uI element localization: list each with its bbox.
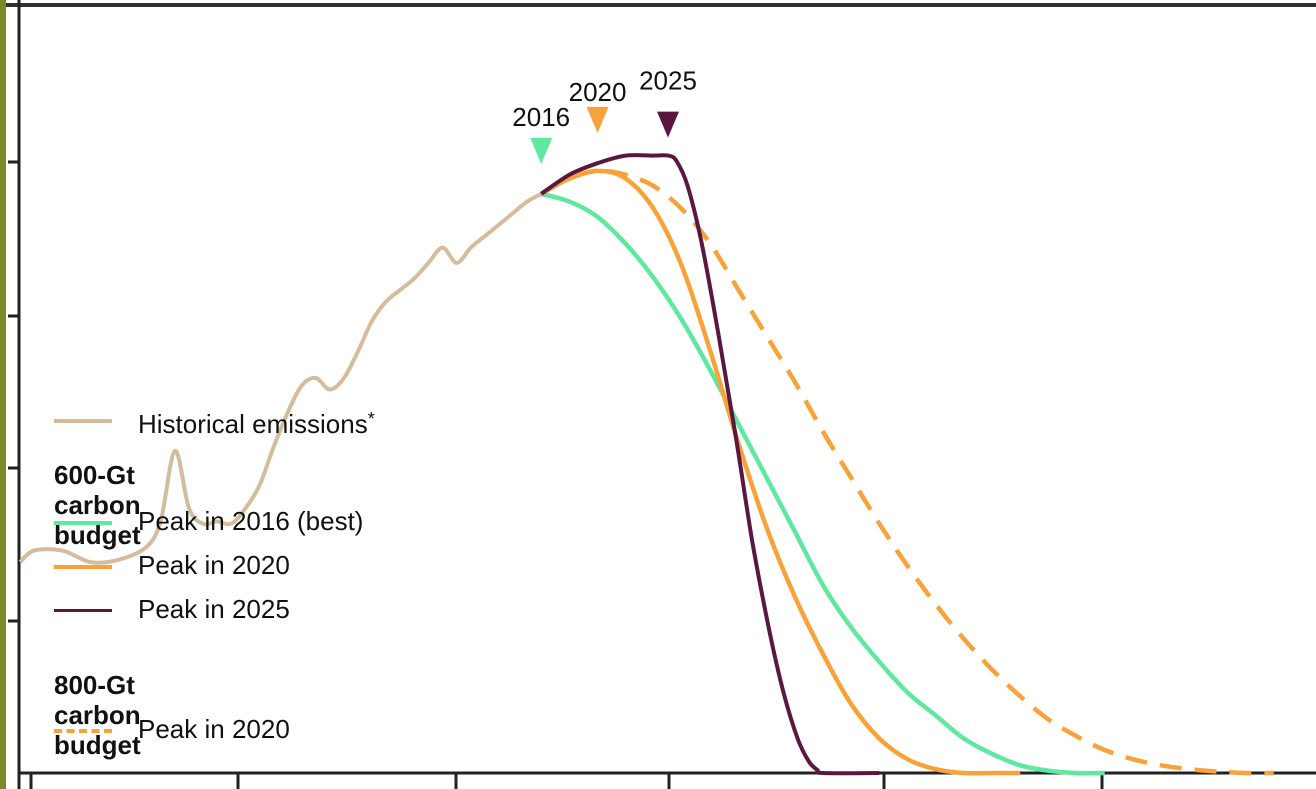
series-peak-2020 [540, 168, 1021, 776]
legend-label-peak-2020: Peak in 2020 [138, 550, 290, 580]
peak-marker-2020 [586, 106, 609, 133]
peak-label-2020: 2020 [569, 77, 627, 107]
series-peak-2016 [540, 191, 1105, 776]
legend-swatch-peak-2020 [54, 565, 112, 569]
peak-marker-2025 [657, 111, 679, 138]
peak-label-2025: 2025 [639, 66, 697, 96]
peak-label-2016: 2016 [512, 102, 570, 132]
legend-label-historical: Historical emissions* [138, 404, 375, 439]
legend-swatch-peak-2016 [54, 521, 112, 525]
legend-historical-text: Historical emissions [138, 409, 368, 439]
legend-heading-800gt: 800-Gt carbon budget [54, 670, 141, 760]
legend-label-peak-2016: Peak in 2016 (best) [138, 506, 364, 536]
legend-historical-asterisk: * [367, 409, 375, 429]
legend-label-peak-2025: Peak in 2025 [138, 594, 290, 624]
series-800gt-peak-2020 [540, 168, 1274, 776]
legend-heading-600gt: 600-Gt carbon budget [54, 460, 141, 550]
legend-swatch-peak-2025 [54, 609, 112, 612]
peak-marker-2016 [530, 137, 553, 164]
legend-swatch-historical [54, 419, 112, 423]
legend-label-800gt-peak-2020: Peak in 2020 [138, 714, 290, 744]
window-edge-strip [0, 0, 6, 789]
series-peak-2025 [540, 153, 880, 776]
legend-swatch-800gt-peak-2020 [54, 729, 112, 733]
series-historical-emissions [18, 192, 543, 565]
series-layer [18, 153, 1274, 776]
